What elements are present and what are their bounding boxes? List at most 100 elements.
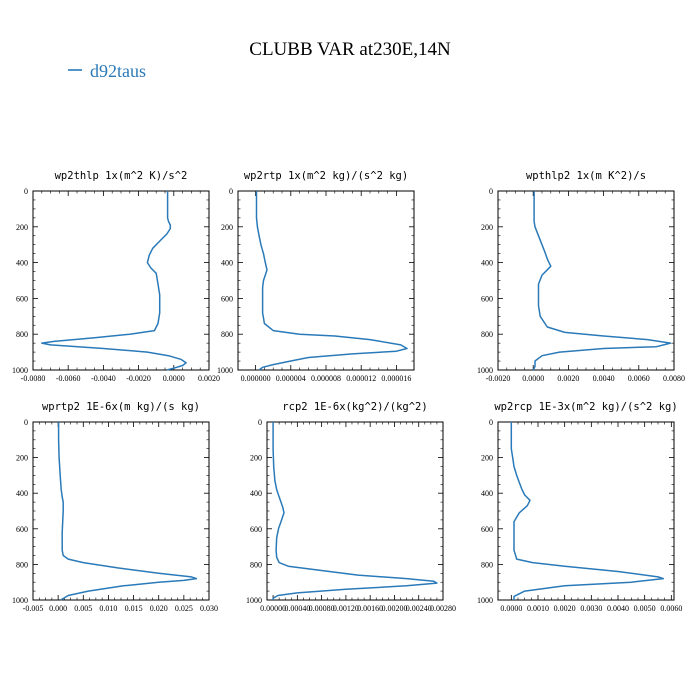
- x-tick-label: 0.0020: [557, 374, 579, 383]
- legend: d92taus: [68, 61, 146, 81]
- x-tick-label: 0.000008: [311, 374, 341, 383]
- panel-5: rcp2 1E-6x(kg^2)/(kg^2) 0 200 400 600 800 1000…: [246, 401, 456, 613]
- y-tick-label: 0: [24, 418, 28, 427]
- x-tick-label: 0.030: [200, 604, 218, 613]
- y-tick-label: 0: [489, 187, 493, 196]
- x-tick-label: 0.0010: [527, 604, 549, 613]
- y-tick-label: 600: [250, 525, 262, 534]
- x-tick-label: 0.000: [49, 604, 67, 613]
- y-tick-label: 1000: [217, 366, 233, 375]
- y-tick-label: 1000: [12, 366, 28, 375]
- series-line-d92taus: [57, 422, 198, 601]
- panel-title: wprtp2 1E-6x(m kg)/(s kg): [42, 401, 200, 413]
- panel-2: wp2rtp 1x(m^2 kg)/(s^2 kg) 0 200 400 600 800 1…: [217, 170, 415, 383]
- series-line-d92taus: [41, 191, 187, 371]
- legend-label: d92taus: [90, 61, 146, 81]
- y-tick-label: 600: [481, 294, 493, 303]
- x-tick-label: 0.0000: [163, 374, 185, 383]
- x-tick-label: 0.0050: [634, 604, 656, 613]
- x-tick-label: 0.015: [125, 604, 143, 613]
- y-tick-label: 0: [258, 418, 262, 427]
- x-tick-label: 0.00080: [309, 604, 335, 613]
- x-tick-label: -0.0080: [21, 374, 46, 383]
- x-tick-label: 0.00000: [260, 604, 286, 613]
- series-line-d92taus: [532, 191, 672, 371]
- y-tick-label: 0: [229, 187, 233, 196]
- y-tick-label: 800: [16, 560, 28, 569]
- y-tick-label: 400: [16, 489, 28, 498]
- x-tick-label: 0.0040: [607, 604, 629, 613]
- x-tick-label: 0.00240: [406, 604, 432, 613]
- y-tick-label: 600: [16, 525, 28, 534]
- x-tick-label: 0.0000: [500, 604, 522, 613]
- panel-title: wpthlp2 1x(m K^2)/s: [526, 170, 646, 182]
- x-tick-label: 0.0000: [522, 374, 544, 383]
- x-tick-label: 0.00120: [333, 604, 359, 613]
- x-tick-label: 0.0060: [628, 374, 650, 383]
- y-tick-label: 1000: [477, 596, 493, 605]
- panel-1: wp2thlp 1x(m^2 K)/s^202004006008001000-0…: [12, 170, 220, 383]
- figure-title: CLUBB VAR at230E,14N: [249, 39, 451, 60]
- y-tick-label: 0: [24, 187, 28, 196]
- x-tick-label: 0.025: [175, 604, 193, 613]
- x-tick-label: -0.0020: [126, 374, 151, 383]
- panel-title: rcp2 1E-6x(kg^2)/(kg^2): [282, 401, 427, 413]
- x-tick-label: 0.00200: [381, 604, 407, 613]
- x-tick-label: 0.010: [99, 604, 117, 613]
- y-tick-label: 1000: [12, 596, 28, 605]
- y-tick-label: 800: [16, 330, 28, 339]
- plot-frame: [497, 421, 675, 601]
- y-tick-label: 600: [16, 294, 28, 303]
- x-tick-label: -0.005: [23, 604, 44, 613]
- x-tick-label: 0.0030: [580, 604, 602, 613]
- y-tick-label: 800: [250, 560, 262, 569]
- y-tick-label: 400: [16, 259, 28, 268]
- y-tick-label: 400: [221, 259, 233, 268]
- panel-3: wpthlp2 1x(m K^2)/s 0 200 400 600 800 1000-0.0…: [477, 170, 685, 383]
- x-tick-label: 0.00280: [430, 604, 456, 613]
- x-tick-label: -0.0020: [486, 374, 511, 383]
- panel-4: wprtp2 1E-6x(m kg)/(s kg) 0 200 400 600 800 10…: [12, 401, 218, 613]
- series-line-d92taus: [272, 422, 438, 600]
- y-tick-label: 800: [481, 560, 493, 569]
- x-tick-label: 0.020: [150, 604, 168, 613]
- y-tick-label: 400: [481, 259, 493, 268]
- x-tick-label: 0.000000: [241, 374, 271, 383]
- y-tick-label: 1000: [246, 596, 262, 605]
- panel-title: wp2rtp 1x(m^2 kg)/(s^2 kg): [244, 170, 408, 182]
- y-tick-label: 400: [250, 489, 262, 498]
- panel-6: wp2rcp 1E-3x(m^2 kg)/(s^2 kg)0 200 400 600 8…: [477, 401, 682, 613]
- panel-grid: wp2thlp 1x(m^2 K)/s^202004006008001000-0…: [12, 170, 685, 613]
- y-tick-label: 200: [16, 454, 28, 463]
- y-tick-label: 200: [221, 223, 233, 232]
- y-tick-label: 200: [250, 454, 262, 463]
- y-tick-label: 400: [481, 489, 493, 498]
- x-tick-label: 0.0020: [554, 604, 576, 613]
- y-tick-label: 200: [481, 223, 493, 232]
- x-tick-label: 0.00160: [357, 604, 383, 613]
- plot-frame: [32, 190, 210, 371]
- y-tick-label: 200: [16, 223, 28, 232]
- x-tick-label: 0.0080: [663, 374, 685, 383]
- x-tick-label: 0.000016: [381, 374, 411, 383]
- x-tick-label: 0.0020: [198, 374, 220, 383]
- plot-frame: [266, 421, 444, 601]
- plot-frame: [497, 190, 675, 371]
- series-line-d92taus: [255, 191, 408, 371]
- x-tick-label: 0.000012: [346, 374, 376, 383]
- x-tick-label: 0.0060: [660, 604, 682, 613]
- y-tick-label: 200: [481, 454, 493, 463]
- y-tick-label: 1000: [477, 366, 493, 375]
- panel-title: wp2rcp 1E-3x(m^2 kg)/(s^2 kg): [494, 401, 677, 413]
- y-tick-label: 0: [489, 418, 493, 427]
- x-tick-label: -0.0060: [56, 374, 81, 383]
- x-tick-label: -0.0040: [91, 374, 116, 383]
- y-tick-label: 600: [221, 294, 233, 303]
- x-tick-label: 0.0040: [593, 374, 615, 383]
- y-tick-label: 800: [481, 330, 493, 339]
- panel-title: wp2thlp 1x(m^2 K)/s^2: [55, 170, 188, 182]
- x-tick-label: 0.000004: [276, 374, 306, 383]
- series-line-d92taus: [510, 422, 665, 600]
- y-tick-label: 800: [221, 330, 233, 339]
